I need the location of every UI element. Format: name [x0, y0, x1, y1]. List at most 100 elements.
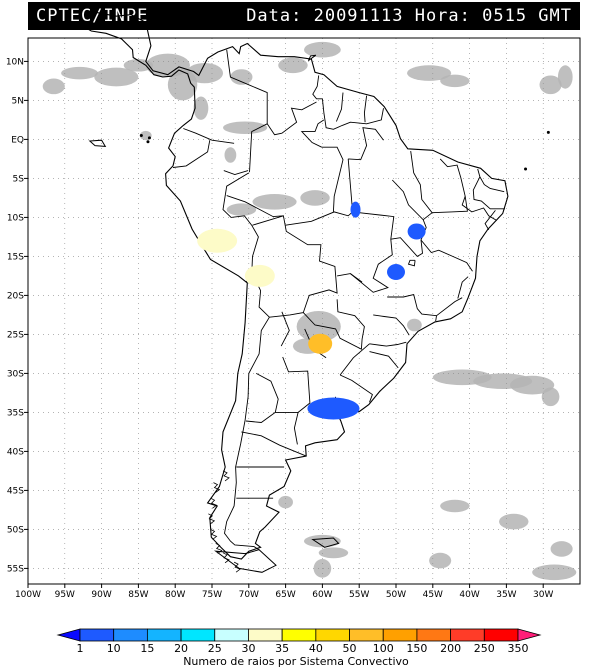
- latitude-tick-label: EQ: [11, 135, 24, 145]
- longitude-tick-label: 80W: [165, 590, 185, 600]
- longitude-tick-label: 30W: [533, 590, 553, 600]
- colorbar-segment: [281, 628, 317, 642]
- longitude-tick-label: 100W: [15, 590, 41, 600]
- colorbar-tick-label: 100: [373, 642, 394, 655]
- tierra-del-fuego: [213, 549, 277, 573]
- colorbar-tick-label: 30: [241, 642, 255, 655]
- border-line: [484, 210, 496, 231]
- border-line: [477, 168, 505, 193]
- galapagos-islands: [88, 139, 107, 147]
- system-bahia: [407, 223, 426, 240]
- colorbar-caption: Numero de raios por Sistema Convectivo: [183, 655, 409, 668]
- border-line: [223, 170, 249, 175]
- cloud-patch: [300, 190, 330, 206]
- system-north-para: [350, 201, 361, 218]
- border-line: [335, 92, 344, 122]
- colorbar-segment: [349, 628, 384, 642]
- border-line: [312, 75, 323, 100]
- longitude-tick-label: 35W: [496, 590, 516, 600]
- fjord-coast: [233, 561, 241, 573]
- system-uruguay: [307, 397, 360, 420]
- colorbar-tick-label: 15: [140, 642, 154, 655]
- longitude-tick-label: 75W: [202, 590, 222, 600]
- border-line: [241, 431, 307, 457]
- colorbar: 1 10 15 20 25 30 35 40 50 100 150 200 250 350 Numero d…: [56, 628, 542, 668]
- cloud-patch: [223, 121, 268, 134]
- border-line: [285, 158, 354, 226]
- colorbar-segment: [315, 628, 350, 642]
- border-line: [226, 49, 268, 173]
- colorbar-tick-label: 250: [474, 642, 495, 655]
- cloud-patch: [304, 41, 341, 58]
- border-line: [222, 172, 259, 283]
- border-line: [435, 315, 437, 322]
- colorbar-tick-label: 25: [208, 642, 222, 655]
- map-header: CPTEC/INPE Data: 20091113 Hora: 0515 GMT: [28, 2, 580, 30]
- colorbar-tick-label: 50: [343, 642, 357, 655]
- colorbar-tick-label: 40: [309, 642, 323, 655]
- colorbar-segment: [450, 628, 485, 642]
- cloud-patch: [429, 552, 452, 569]
- latitude-tick-label: 30S: [7, 369, 24, 379]
- border-line: [407, 259, 416, 267]
- border-line: [337, 273, 363, 283]
- lat-lon-grid: [28, 38, 580, 584]
- latitude-tick-label: 35S: [7, 408, 24, 418]
- longitude-tick-label: 45W: [423, 590, 443, 600]
- latitude-tick-label: 15S: [7, 252, 24, 262]
- cloud-patch: [440, 74, 470, 88]
- colorbar-low-arrow: [56, 628, 81, 642]
- fjord-coast: [208, 513, 216, 525]
- colorbar-segment: [416, 628, 452, 642]
- cloud-patch: [226, 203, 257, 216]
- system-paraguay: [308, 333, 333, 354]
- convective-systems: [197, 201, 426, 420]
- longitude-tick-labels: 100W 95W 90W 85W 80W 75W 70W 65W 60W 55W 50W 45W 40W…: [15, 584, 553, 600]
- border-line: [387, 294, 463, 317]
- latitude-tick-label: 45S: [7, 486, 24, 496]
- island-dot: [524, 167, 528, 171]
- fjord-coast: [210, 497, 218, 509]
- coastline: [82, 10, 509, 560]
- fjord-coast: [215, 543, 223, 554]
- latitude-tick-label: 25S: [7, 330, 24, 340]
- longitude-tick-label: 95W: [55, 590, 75, 600]
- colorbar-tick-label: 35: [275, 642, 289, 655]
- cloud-patch: [407, 65, 452, 81]
- border-line: [266, 101, 317, 136]
- colorbar-tick-label: 150: [406, 642, 427, 655]
- colorbar-segment: [483, 628, 519, 642]
- border-line: [183, 128, 235, 144]
- border-line: [339, 374, 373, 403]
- island-dot: [546, 130, 550, 134]
- longitude-tick-label: 65W: [275, 590, 295, 600]
- border-line: [350, 211, 395, 293]
- cloud-patch: [407, 318, 422, 332]
- latitude-tick-label: 40S: [7, 447, 24, 457]
- border-line: [280, 311, 290, 347]
- latitude-tick-label: 55S: [7, 564, 24, 574]
- colorbar-segment: [113, 628, 148, 642]
- cloud-patch: [510, 375, 555, 395]
- map-frame: [27, 37, 581, 585]
- longitude-tick-label: 90W: [91, 590, 111, 600]
- border-line: [321, 98, 384, 130]
- cloud-patch: [61, 66, 98, 80]
- cloud-patch: [94, 67, 139, 87]
- longitude-tick-label: 50W: [386, 590, 406, 600]
- colorbar-segment: [180, 628, 216, 642]
- cloud-patch: [541, 387, 560, 407]
- cloud-patch: [440, 499, 470, 513]
- colorbar-segment: [248, 628, 283, 642]
- latitude-tick-label: 5S: [13, 174, 25, 184]
- cloud-patch: [532, 564, 577, 581]
- cloud-patch: [278, 495, 293, 509]
- longitude-tick-label: 70W: [239, 590, 259, 600]
- latitude-tick-label: 10S: [7, 213, 24, 223]
- border-line: [369, 351, 399, 369]
- cloud-layer: [42, 41, 577, 581]
- latitude-tick-label: 20S: [7, 291, 24, 301]
- cloud-patch: [550, 541, 573, 557]
- latitude-tick-label: 50S: [7, 525, 24, 535]
- colorbar-segment: [382, 628, 418, 642]
